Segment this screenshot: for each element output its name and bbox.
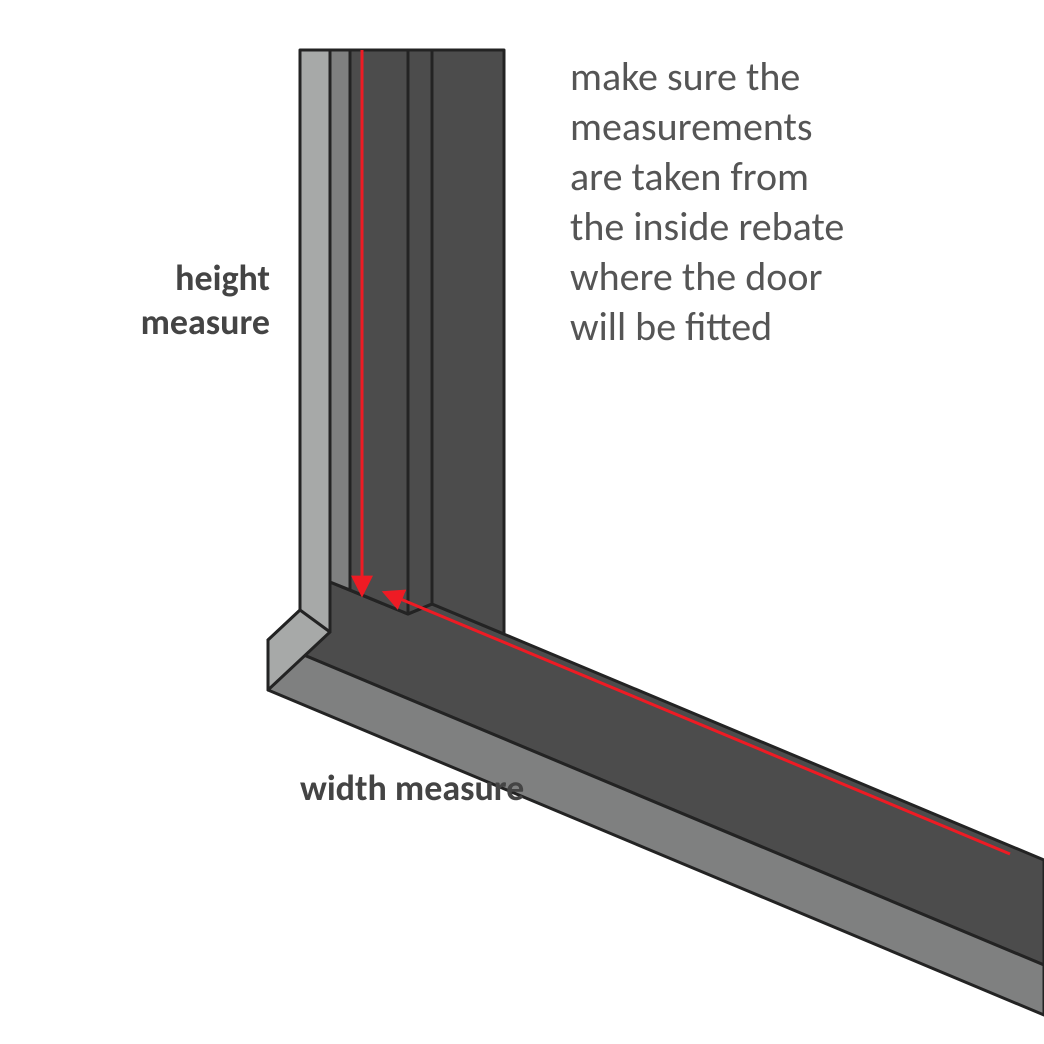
instruction-text: make sure themeasurementsare taken fromt… xyxy=(570,52,844,351)
height-label-2: measure xyxy=(141,300,270,344)
width-label: width measure xyxy=(300,766,524,810)
instruction-line: will be fitted xyxy=(570,302,772,351)
instruction-line: measurements xyxy=(570,102,813,151)
instruction-line: the inside rebate xyxy=(570,202,844,251)
height-label: height xyxy=(175,256,270,300)
instruction-line: where the door xyxy=(570,252,822,301)
instruction-line: make sure the xyxy=(570,52,800,101)
instruction-line: are taken from xyxy=(570,152,809,201)
